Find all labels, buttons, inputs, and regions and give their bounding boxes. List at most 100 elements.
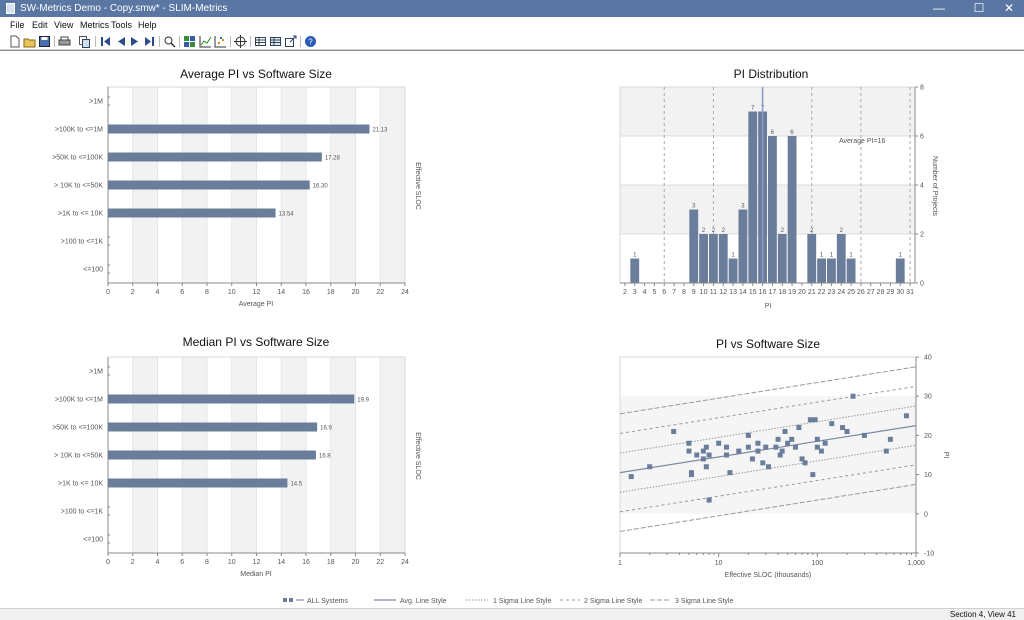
menu-view[interactable]: View	[54, 20, 74, 30]
x-tick-label: 8	[205, 559, 209, 566]
chart-title: PI vs Software Size	[716, 337, 820, 351]
bar-value-label: 2	[781, 228, 785, 234]
x-tick-label: 6	[180, 559, 184, 566]
category-label: <=100	[83, 267, 103, 274]
y-tick-label: 2	[920, 232, 924, 239]
x-tick-label: 12	[253, 559, 261, 566]
data-point	[628, 474, 634, 480]
bar	[846, 258, 856, 283]
chart-workspace: Average PI vs Software Size Average PI E…	[0, 50, 1024, 608]
data-point	[883, 448, 889, 454]
data-point	[688, 470, 694, 476]
status-text: Section 4, View 41	[949, 610, 1016, 619]
x-tick-label: 6	[180, 289, 184, 296]
data-point	[686, 448, 692, 454]
bar	[108, 422, 318, 432]
bar	[787, 136, 797, 283]
open-icon[interactable]	[23, 35, 36, 48]
bar	[689, 209, 699, 283]
x-tick-label: 8	[205, 289, 209, 296]
x-tick-label: 12	[253, 289, 261, 296]
x-tick-label: 1	[618, 560, 622, 567]
data-point	[802, 460, 808, 466]
next-icon[interactable]	[128, 35, 141, 48]
data-point	[723, 452, 729, 458]
grid-band	[380, 357, 405, 553]
target-icon[interactable]	[234, 35, 247, 48]
grid-icon[interactable]	[183, 35, 196, 48]
toolbar-separator	[300, 36, 301, 47]
x-tick-label: 2	[131, 289, 135, 296]
zoom-icon[interactable]	[163, 35, 176, 48]
toolbar-separator	[230, 36, 231, 47]
maximize-button[interactable]: ☐	[973, 1, 985, 15]
sigma-line	[619, 405, 917, 454]
status-bar: Section 4, View 41	[0, 608, 1024, 620]
bar-value-label: 19.9	[357, 398, 369, 404]
prev-icon[interactable]	[115, 35, 128, 48]
chart-title: PI Distribution	[734, 67, 809, 81]
category-label: >1M	[89, 369, 103, 376]
data-point	[755, 448, 761, 454]
line-chart-icon[interactable]	[199, 35, 212, 48]
y-tick-label: -10	[924, 551, 934, 558]
export-icon[interactable]	[284, 35, 297, 48]
data-point	[796, 425, 802, 431]
category-label: >100K to <=1M	[55, 397, 103, 404]
x-tick-label: 18	[327, 559, 335, 566]
x-tick-label: 23	[828, 289, 836, 296]
x-tick-label: 31	[906, 289, 914, 296]
menu-file[interactable]: File	[10, 20, 25, 30]
x-tick-label: 30	[896, 289, 904, 296]
grid-band	[380, 87, 405, 283]
category-label: >100 to <=1K	[61, 239, 104, 246]
bar	[630, 258, 640, 283]
menu-edit[interactable]: Edit	[32, 20, 48, 30]
bar	[836, 234, 846, 283]
bar-value-label: 16.9	[320, 426, 332, 432]
print-icon[interactable]	[58, 35, 71, 48]
last-icon[interactable]	[143, 35, 156, 48]
first-icon[interactable]	[99, 35, 112, 48]
y-tick-label: 30	[924, 394, 932, 401]
menu-help[interactable]: Help	[138, 20, 157, 30]
data-point	[792, 444, 798, 450]
minimize-button[interactable]: —	[933, 1, 945, 15]
data-point	[777, 452, 783, 458]
copy-icon[interactable]	[78, 35, 91, 48]
bar-value-label: 17.28	[325, 156, 341, 162]
menu-tools[interactable]: Tools	[111, 20, 133, 30]
bar-value-label: 14.5	[290, 482, 302, 488]
data-point	[700, 448, 706, 454]
legend: ALL Systems Avg. Line Style 1 Sigma Line…	[283, 598, 733, 605]
x-tick-label: 27	[867, 289, 875, 296]
scatter-chart-icon[interactable]	[214, 35, 227, 48]
bar-value-label: 2	[810, 228, 814, 234]
x-tick-label: 3	[633, 289, 637, 296]
data-point	[755, 440, 761, 446]
data-point	[745, 432, 751, 438]
x-tick-label: 13	[729, 289, 737, 296]
svg-text:?: ?	[308, 38, 313, 47]
x-tick-label: 14	[277, 289, 285, 296]
new-icon[interactable]	[8, 35, 21, 48]
help-icon[interactable]: ?	[304, 35, 317, 48]
data-point	[736, 448, 742, 454]
bar	[777, 234, 787, 283]
table-icon[interactable]	[269, 35, 282, 48]
grid-band	[330, 87, 356, 283]
bar-value-label: 2	[712, 228, 716, 234]
x-tick-label: 18	[778, 289, 786, 296]
close-button[interactable]: ✕	[1003, 1, 1015, 15]
menu-metrics[interactable]: Metrics	[80, 20, 109, 30]
x-tick-label: 22	[376, 289, 384, 296]
data-point	[766, 464, 772, 470]
bar	[108, 478, 288, 488]
y-axis-label: Effective SLOC	[414, 162, 421, 210]
y-axis-label: Number of Projects	[931, 156, 938, 216]
data-point	[829, 421, 835, 427]
bar-value-label: 1	[633, 253, 637, 259]
table-icon[interactable]	[254, 35, 267, 48]
save-icon[interactable]	[38, 35, 51, 48]
data-point	[782, 428, 788, 434]
